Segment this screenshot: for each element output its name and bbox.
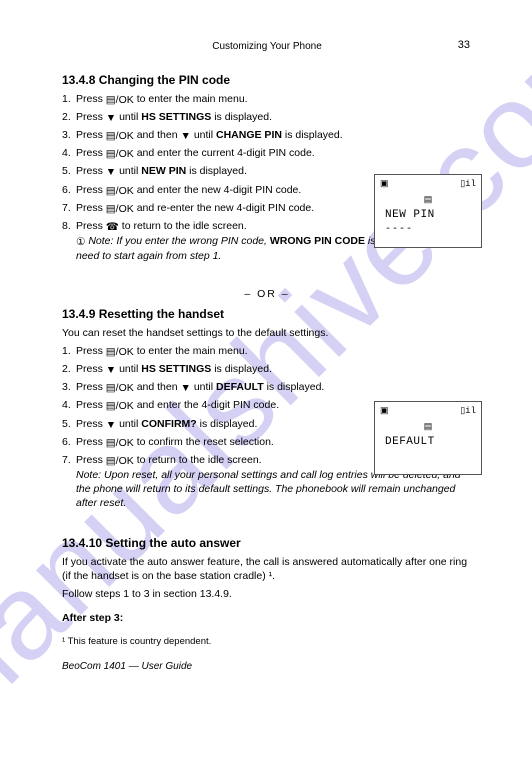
follow-text: Follow steps 1 to 3 in section 13.4.9.	[62, 587, 472, 601]
menu-small-icon: ▤	[375, 421, 481, 433]
step: Press ▤/OK to enter the main menu.	[62, 344, 472, 359]
menu-ok-icon: ▤/OK	[106, 129, 134, 143]
body-text: If you activate the auto answer feature,…	[62, 555, 472, 583]
signal-icon: ▯il	[460, 405, 476, 417]
screen-text: DEFAULT	[375, 435, 481, 450]
menu-ok-icon: ▤/OK	[106, 345, 134, 359]
label: NEW PIN	[141, 165, 186, 177]
down-icon: ▼	[181, 129, 191, 143]
down-icon: ▼	[181, 381, 191, 395]
section-title: 13.4.10 Setting the auto answer	[62, 535, 472, 551]
menu-ok-icon: ▤/OK	[106, 93, 134, 107]
page-container: 33 Customizing Your Phone 13.4.8 Changin…	[0, 0, 532, 702]
step: Press ▤/OK to enter the main menu.	[62, 92, 472, 107]
section-title: 13.4.8 Changing the PIN code	[62, 72, 472, 88]
menu-ok-icon: ▤/OK	[106, 399, 134, 413]
section-change-pin: 13.4.8 Changing the PIN code Press ▤/OK …	[62, 72, 472, 264]
step: Press ▼ until HS SETTINGS is displayed.	[62, 110, 472, 125]
down-icon: ▼	[106, 418, 116, 432]
menu-ok-icon: ▤/OK	[106, 184, 134, 198]
label: HS SETTINGS	[141, 111, 211, 123]
menu-small-icon: ▤	[375, 194, 481, 206]
footnote: ¹ This feature is country dependent.	[62, 636, 472, 648]
menu-ok-icon: ▤/OK	[106, 147, 134, 161]
or-divider: – OR –	[62, 287, 472, 301]
label: CHANGE PIN	[216, 129, 282, 141]
clock-icon: ①	[76, 235, 85, 249]
screen-text: NEW PIN	[375, 208, 481, 223]
down-icon: ▼	[106, 165, 116, 179]
menu-ok-icon: ▤/OK	[106, 436, 134, 450]
sub-heading: After step 3:	[62, 611, 472, 625]
step: Press ▤/OK and enter the current 4-digit…	[62, 146, 472, 161]
screen-dashes: ----	[375, 223, 481, 237]
battery-icon: ▣	[380, 178, 389, 190]
menu-ok-icon: ▤/OK	[106, 381, 134, 395]
breadcrumb: Customizing Your Phone	[62, 40, 472, 54]
battery-icon: ▣	[380, 405, 389, 417]
intro-text: You can reset the handset settings to th…	[62, 326, 472, 340]
down-icon: ▼	[106, 111, 116, 125]
page-number: 33	[458, 38, 470, 53]
footer-text: BeoCom 1401 — User Guide	[62, 660, 192, 674]
lcd-screen: ▣ ▯il ▤ NEW PIN ----	[374, 174, 482, 248]
signal-icon: ▯il	[460, 178, 476, 190]
step: Press ▤/OK and then ▼ until DEFAULT is d…	[62, 380, 472, 395]
section-auto-answer: 13.4.10 Setting the auto answer If you a…	[62, 535, 472, 648]
section-reset-handset: 13.4.9 Resetting the handset You can res…	[62, 306, 472, 511]
step: Press ▼ until HS SETTINGS is displayed.	[62, 362, 472, 377]
menu-ok-icon: ▤/OK	[106, 454, 134, 468]
lcd-screen: ▣ ▯il ▤ DEFAULT	[374, 401, 482, 475]
section-title: 13.4.9 Resetting the handset	[62, 306, 472, 322]
step: Press ▤/OK and then ▼ until CHANGE PIN i…	[62, 128, 472, 143]
down-icon: ▼	[106, 363, 116, 377]
phone-icon: ☎	[106, 220, 119, 234]
menu-ok-icon: ▤/OK	[106, 202, 134, 216]
